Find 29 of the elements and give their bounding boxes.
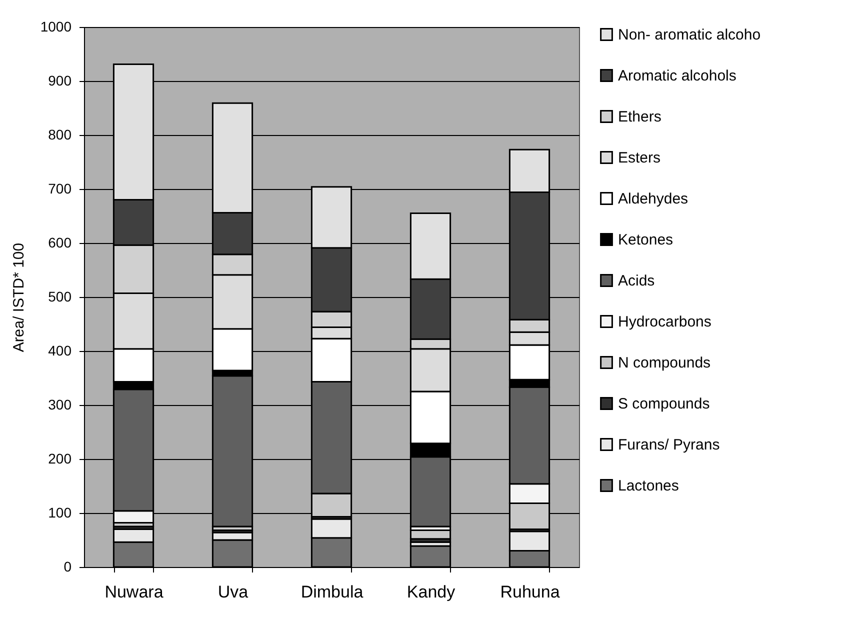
y-tick-label: 900: [48, 72, 72, 88]
legend-label: Furans/ Pyrans: [618, 436, 720, 454]
legend-label: Non- aromatic alcoho: [618, 26, 761, 44]
y-tick-label: 800: [48, 126, 72, 142]
legend-label: Acids: [618, 272, 655, 290]
legend-label: N compounds: [618, 354, 711, 372]
legend-label: Esters: [618, 150, 661, 166]
y-tick-label: 700: [48, 180, 72, 196]
y-tick-label: 1000: [40, 18, 72, 34]
legend-label: Ethers: [618, 108, 662, 126]
legend-label: Hydrocarbons: [618, 314, 712, 330]
y-tick-label: 0: [64, 558, 72, 574]
y-axis-title: Area/ ISTD* 100: [10, 242, 28, 352]
x-tick-label: Kandy: [406, 582, 456, 602]
legend-label: Aldehydes: [618, 190, 688, 208]
y-tick-label: 400: [48, 342, 72, 358]
legend-label: S compounds: [618, 396, 710, 412]
x-tick-label: Nuwara: [104, 582, 164, 602]
x-tick-label: Dimbula: [300, 582, 364, 602]
y-tick-label: 500: [48, 288, 72, 304]
x-tick-label: Ruhuna: [500, 582, 560, 602]
y-tick-label: 300: [48, 396, 72, 412]
legend-label: Lactones: [618, 478, 679, 494]
y-tick-label: 600: [48, 234, 72, 250]
legend-label: Aromatic alcohols: [618, 68, 736, 84]
y-tick-label: 100: [48, 504, 72, 520]
legend-label: Ketones: [618, 232, 674, 248]
x-tick-label: Uva: [218, 582, 249, 602]
y-tick-label: 200: [48, 450, 72, 466]
